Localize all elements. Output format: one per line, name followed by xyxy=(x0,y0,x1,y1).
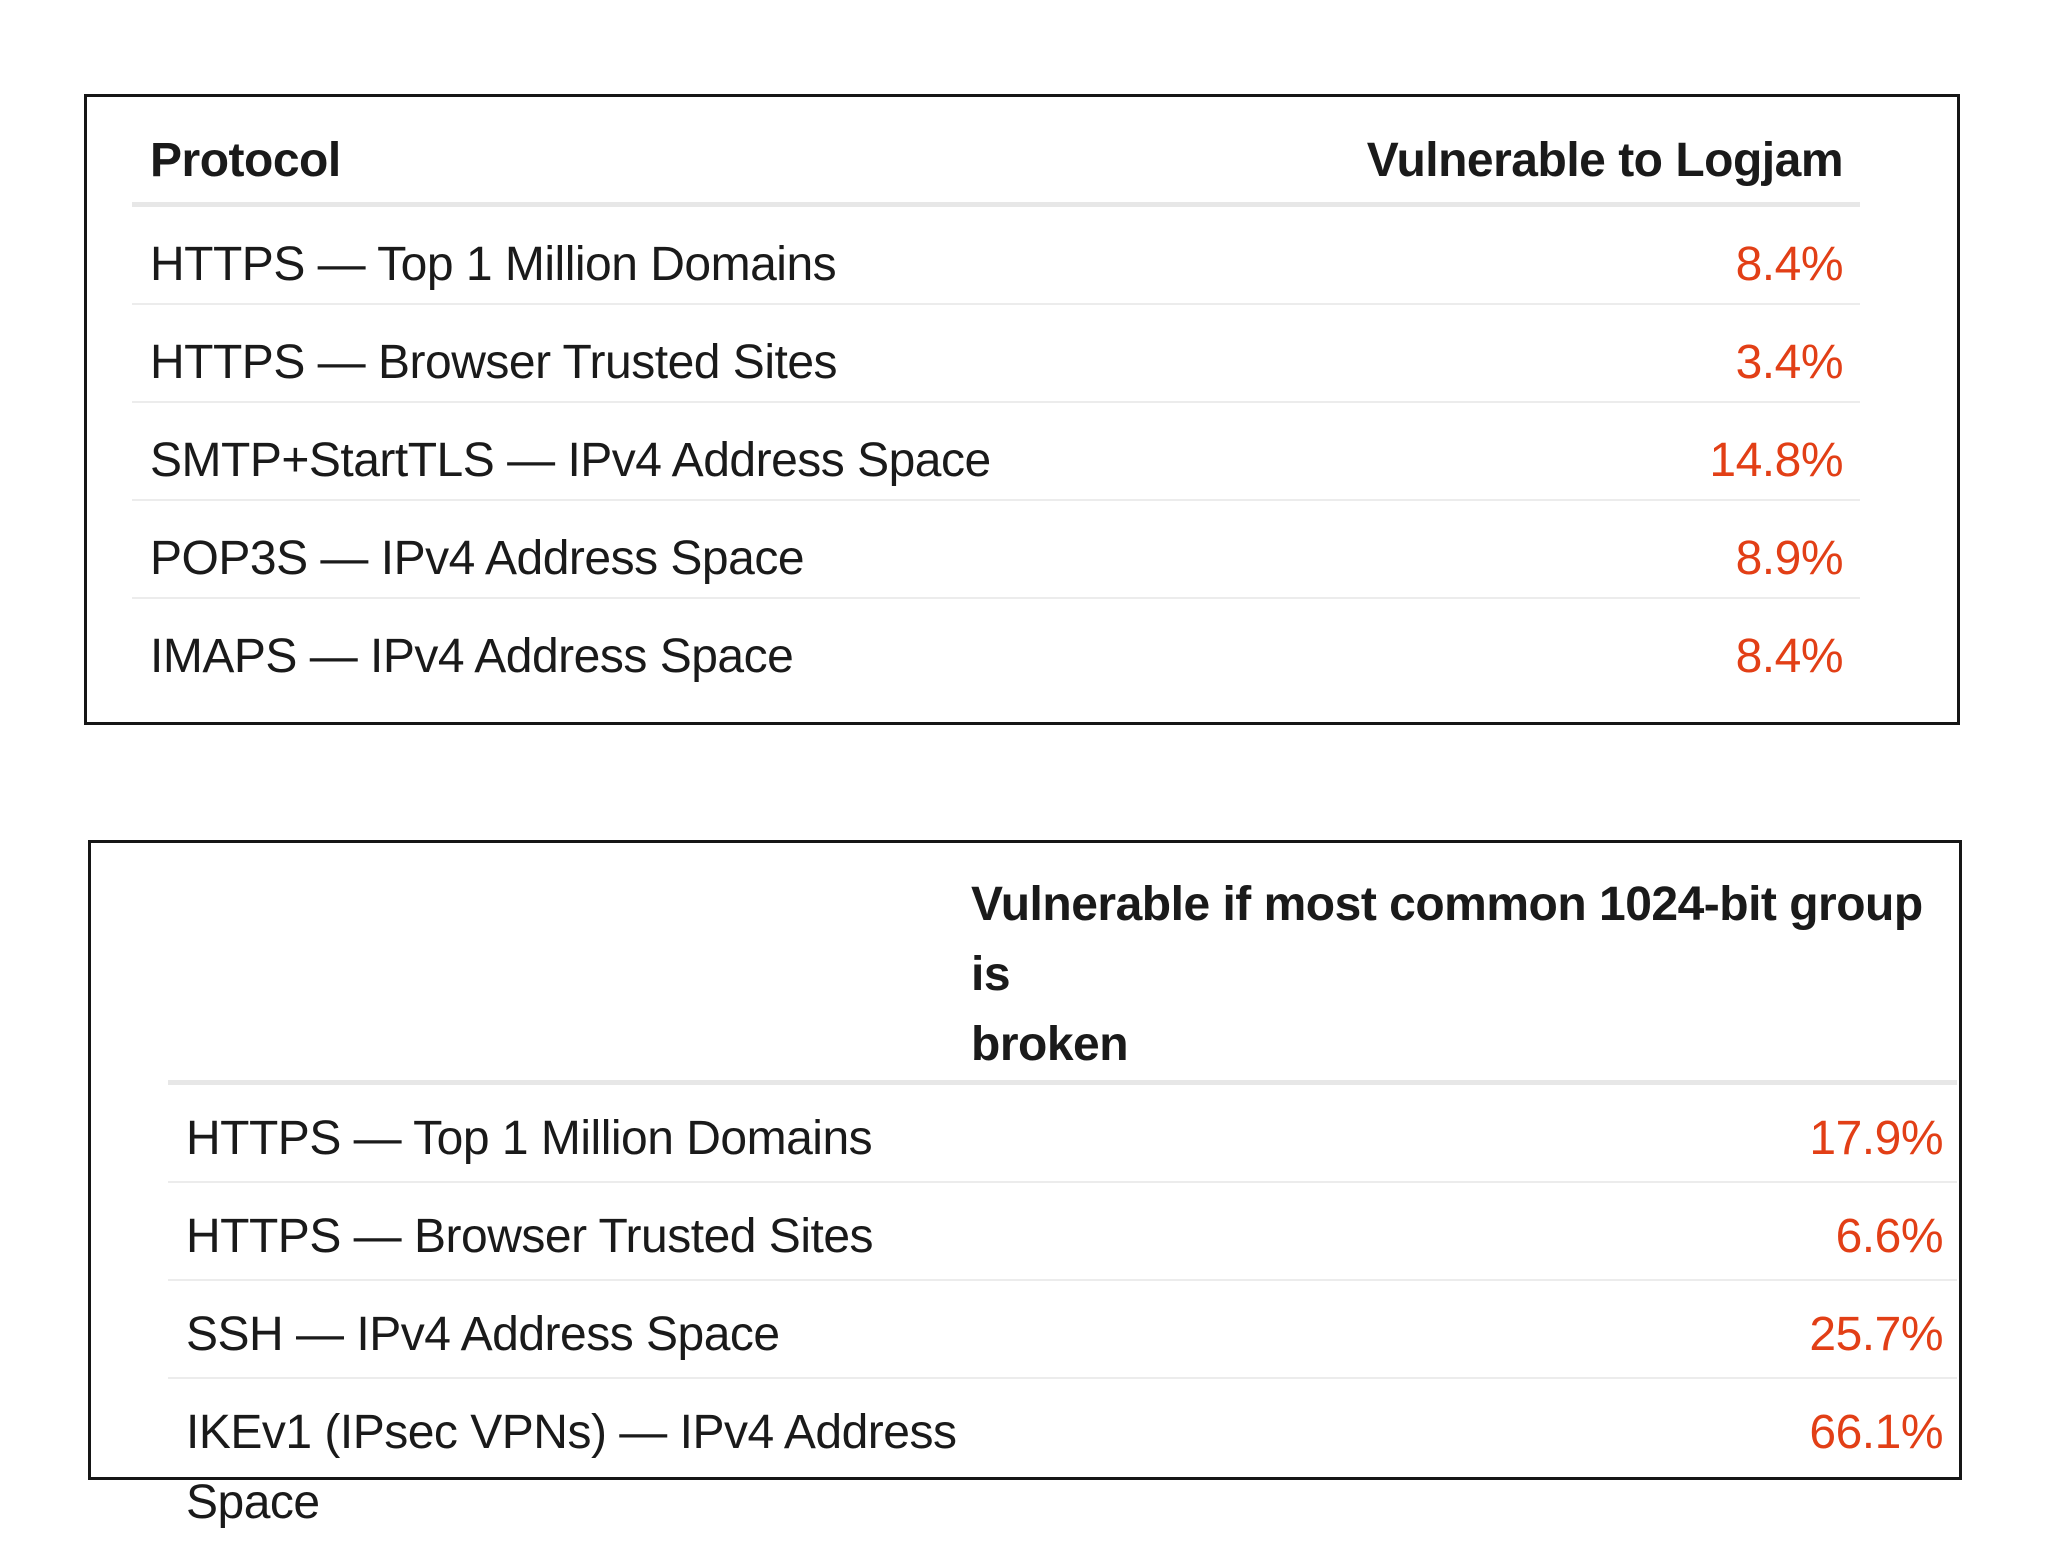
protocol-cell: IMAPS — IPv4 Address Space xyxy=(132,598,1132,722)
protocol-cell: SMTP+StartTLS — IPv4 Address Space xyxy=(132,402,1132,500)
header-row: Protocol Vulnerable to Logjam xyxy=(132,97,1860,205)
protocol-cell: IKEv1 (IPsec VPNs) — IPv4 Address Space xyxy=(168,1378,971,1547)
percent-value-cell: 8.4% xyxy=(1132,598,1860,722)
protocol-cell: HTTPS — Browser Trusted Sites xyxy=(132,304,1132,402)
percent-value-cell: 66.1% xyxy=(971,1378,1957,1547)
column-header-empty xyxy=(168,843,971,1083)
header-row: Vulnerable if most common 1024-bit group… xyxy=(168,843,1957,1083)
column-header-vulnerable-to-logjam: Vulnerable to Logjam xyxy=(1132,97,1860,205)
percent-value-cell: 8.9% xyxy=(1132,500,1860,598)
broken-1024bit-group-table-panel: Vulnerable if most common 1024-bit group… xyxy=(88,840,1962,1480)
protocol-cell: HTTPS — Top 1 Million Domains xyxy=(168,1083,971,1183)
percent-value-cell: 25.7% xyxy=(971,1280,1957,1378)
broken-1024bit-group-table: Vulnerable if most common 1024-bit group… xyxy=(168,843,1957,1547)
logjam-vulnerability-table-panel: Protocol Vulnerable to Logjam HTTPS — To… xyxy=(84,94,1960,725)
percent-value-cell: 6.6% xyxy=(971,1182,1957,1280)
protocol-cell: SSH — IPv4 Address Space xyxy=(168,1280,971,1378)
percent-value-cell: 8.4% xyxy=(1132,205,1860,305)
percent-value-cell: 17.9% xyxy=(971,1083,1957,1183)
column-header-vulnerable-if-1024bit-broken: Vulnerable if most common 1024-bit group… xyxy=(971,843,1957,1083)
column-header-protocol: Protocol xyxy=(132,97,1132,205)
protocol-cell: HTTPS — Browser Trusted Sites xyxy=(168,1182,971,1280)
protocol-cell: HTTPS — Top 1 Million Domains xyxy=(132,205,1132,305)
protocol-cell: POP3S — IPv4 Address Space xyxy=(132,500,1132,598)
percent-value-cell: 14.8% xyxy=(1132,402,1860,500)
logjam-vulnerability-table: Protocol Vulnerable to Logjam HTTPS — To… xyxy=(132,97,1860,722)
percent-value-cell: 3.4% xyxy=(1132,304,1860,402)
